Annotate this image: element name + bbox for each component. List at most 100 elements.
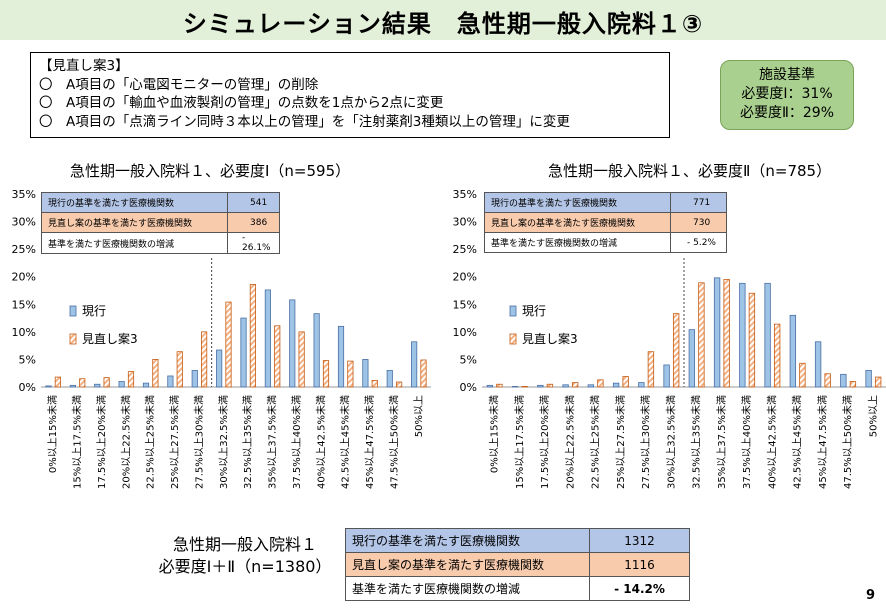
- legend-swatch-proposal: [69, 333, 77, 345]
- bar-proposal: [347, 360, 354, 388]
- bar-proposal: [201, 331, 208, 388]
- y-tick-label: 0%: [460, 381, 477, 394]
- page-title: シミュレーション結果 急性期一般入院料１③: [182, 10, 704, 38]
- chart2-title: 急性期一般入院料１、必要度Ⅱ（n=785）: [548, 162, 832, 180]
- chart2-summary-table: 現行の基準を満たす医療機関数 771 見直し案の基準を満たす医療機関数 730 …: [484, 192, 727, 253]
- x-tick-label: 27.5%以上30%未満: [640, 395, 652, 489]
- bar-current: [45, 385, 52, 388]
- y-tick-label: 35%: [453, 188, 477, 201]
- bar-proposal: [874, 376, 882, 388]
- x-tick-label: 20%以上22.5%未満: [564, 395, 576, 489]
- badge-line-1: 必要度Ⅰ：31%: [741, 86, 833, 102]
- x-tick-label: 37.5%以上40%未満: [741, 395, 753, 489]
- bar-current: [94, 383, 101, 388]
- bar-current: [264, 289, 271, 388]
- table-row: 現行の基準を満たす医療機関数 1312: [345, 528, 690, 553]
- y-tick-label: 25%: [453, 243, 477, 256]
- x-tick-label: 0%以上15%未満: [47, 395, 59, 473]
- x-tick-label: 22.5%以上25%未満: [145, 395, 157, 489]
- x-tick-label: 40%以上42.5%未満: [766, 395, 778, 489]
- bar-proposal: [521, 386, 528, 388]
- bar-current: [865, 370, 872, 388]
- bar-current: [688, 329, 696, 388]
- table-row: 見直し案の基準を満たす医療機関数 730: [484, 212, 727, 233]
- table-row: 現行の基準を満たす医療機関数 771: [484, 192, 727, 213]
- y-tick-label: 0%: [19, 381, 36, 394]
- x-tick-label: 27.5%以上30%未満: [193, 395, 205, 489]
- bar-proposal: [824, 373, 831, 388]
- bar-current: [789, 314, 797, 388]
- table-label: 現行の基準を満たす医療機関数: [41, 192, 228, 213]
- bar-proposal: [54, 376, 61, 388]
- x-tick-label: 47.5%以上50%未満: [388, 395, 400, 489]
- bar-proposal: [647, 351, 655, 388]
- bar-proposal: [571, 382, 579, 388]
- bar-proposal: [79, 378, 86, 388]
- bar-current: [840, 373, 847, 388]
- table-label: 基準を満たす医療機関数の増減: [484, 232, 671, 253]
- x-tick-label: 45%以上47.5%未満: [817, 395, 829, 489]
- bar-current: [663, 364, 670, 388]
- bar-current: [511, 386, 519, 388]
- x-tick-label: 32.5%以上35%未満: [691, 395, 703, 489]
- bar-current: [216, 349, 223, 388]
- proposal-item: 〇 A項目の「点滴ライン同時３本以上の管理」を「注射薬剤3種類以上の管理」に変更: [39, 113, 570, 130]
- bar-current: [240, 317, 247, 388]
- table-label: 見直し案の基準を満たす医療機関数: [345, 552, 590, 577]
- legend-swatch-current: [69, 305, 77, 317]
- bar-current: [814, 341, 822, 388]
- bar-proposal: [849, 381, 857, 388]
- table-label: 見直し案の基準を満たす医療機関数: [484, 212, 671, 233]
- title-bar: [0, 0, 886, 40]
- legend-swatch-proposal: [509, 333, 517, 345]
- x-tick-label: 32.5%以上35%未満: [242, 395, 254, 489]
- bottom-label-line-2: 必要度Ⅰ＋Ⅱ（n=1380）: [158, 557, 332, 576]
- bar-current: [142, 382, 150, 388]
- proposal-item: 〇 A項目の「心電図モニターの管理」の削除: [39, 76, 319, 93]
- bar-proposal: [597, 379, 604, 388]
- table-value: 386: [227, 212, 280, 233]
- x-tick-label: 17.5%以上20%未満: [96, 395, 108, 489]
- badge-title: 施設基準: [759, 67, 815, 83]
- bar-proposal: [420, 359, 427, 388]
- bar-proposal: [396, 381, 403, 388]
- y-tick-label: 10%: [12, 326, 36, 339]
- y-tick-label: 20%: [453, 271, 477, 284]
- legend-swatch-current: [509, 305, 517, 317]
- bar-current: [167, 375, 174, 388]
- table-row: 基準を満たす医療機関数の増減 - 14.2%: [345, 576, 690, 601]
- bar-current: [191, 370, 198, 388]
- y-tick-label: 15%: [453, 298, 477, 311]
- bar-proposal: [748, 292, 756, 388]
- bar-current: [69, 384, 76, 388]
- bar-current: [764, 282, 771, 388]
- bottom-label: 急性期一般入院料１ 必要度Ⅰ＋Ⅱ（n=1380）: [150, 534, 340, 578]
- table-value: 1312: [589, 528, 690, 553]
- bar-proposal: [225, 301, 232, 388]
- facility-standard-badge: 施設基準 必要度Ⅰ：31% 必要度Ⅱ：29%: [720, 60, 854, 130]
- bar-proposal: [152, 359, 159, 388]
- x-tick-label: 15%以上17.5%未満: [72, 395, 84, 489]
- table-label: 現行の基準を満たす医療機関数: [345, 528, 590, 553]
- bar-current: [587, 384, 595, 388]
- bar-current: [713, 277, 721, 388]
- bar-current: [362, 359, 369, 388]
- table-label: 基準を満たす医療機関数の増減: [41, 232, 228, 254]
- table-label: 現行の基準を満たす医療機関数: [484, 192, 671, 213]
- y-tick-label: 25%: [12, 243, 36, 256]
- table-value: - 26.1%: [227, 232, 280, 254]
- x-tick-label: 17.5%以上20%未満: [539, 395, 551, 489]
- bar-proposal: [799, 362, 806, 388]
- x-tick-label: 30%以上32.5%未満: [665, 395, 677, 489]
- bar-proposal: [127, 371, 135, 388]
- table-value: - 5.2%: [670, 232, 727, 253]
- bar-current: [118, 381, 125, 388]
- table-row: 基準を満たす医療機関数の増減 - 5.2%: [484, 232, 727, 253]
- bar-current: [289, 299, 296, 388]
- y-tick-label: 10%: [453, 326, 477, 339]
- y-tick-label: 30%: [12, 216, 36, 229]
- x-tick-label: 25%以上27.5%未満: [615, 395, 627, 489]
- x-tick-label: 35%以上37.5%未満: [267, 395, 279, 489]
- y-tick-label: 5%: [460, 353, 477, 366]
